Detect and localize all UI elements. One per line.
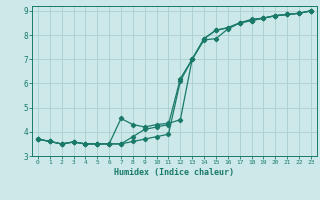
X-axis label: Humidex (Indice chaleur): Humidex (Indice chaleur) (115, 168, 234, 177)
